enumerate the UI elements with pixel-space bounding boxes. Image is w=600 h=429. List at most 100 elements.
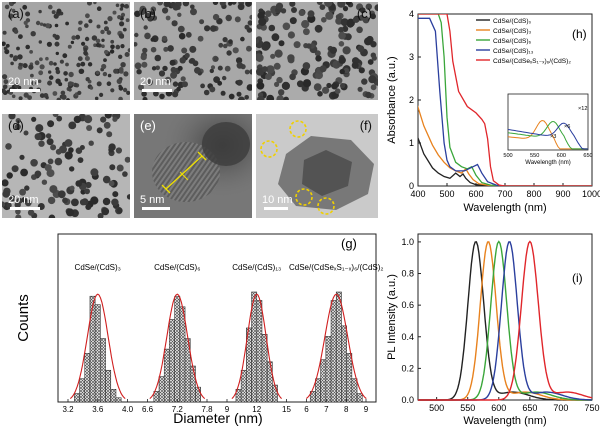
nanoparticle — [2, 41, 6, 47]
nanoparticle — [2, 201, 6, 208]
nanoparticle — [162, 7, 169, 14]
hist-tick-label: 8 — [344, 405, 349, 414]
nanoparticle — [204, 25, 211, 32]
panel-label-e: (e) — [140, 118, 156, 133]
nanoparticle — [2, 30, 7, 35]
nanoparticle — [232, 47, 239, 54]
nanoparticle — [276, 76, 283, 84]
nanoparticle — [197, 35, 204, 42]
pl-xtick-label: 700 — [553, 403, 568, 413]
nanoparticle — [224, 65, 231, 72]
nanoparticle — [184, 52, 190, 59]
pl-xtick-label: 750 — [584, 403, 599, 413]
nanoparticle — [70, 40, 75, 45]
nanoparticle — [266, 94, 275, 100]
hist-bar — [179, 306, 186, 403]
nanoparticle — [287, 54, 295, 62]
nanoparticle — [225, 14, 232, 22]
nanoparticle — [56, 8, 62, 14]
nanoparticle — [303, 28, 310, 36]
nanoparticle — [125, 18, 130, 23]
nanoparticle — [47, 120, 55, 128]
abs-inset-line — [507, 121, 588, 150]
nanoparticle — [108, 143, 116, 151]
nanoparticle — [120, 44, 125, 49]
panel-label-f: (f) — [359, 118, 372, 133]
hist-group-title: CdSe/(CdS)₃ — [75, 263, 121, 272]
nanoparticle — [170, 66, 177, 73]
nanoparticle — [212, 2, 219, 5]
pl-panel-letter: (i) — [572, 271, 583, 285]
nanoparticle — [117, 15, 122, 20]
pl-chart-i: 500 550 600 650 700 750 0.0 0.2 0.4 0.6 0.8 1.0 Wave… — [386, 233, 600, 427]
pl-ylabel: PL Intensity (a.u.) — [386, 274, 398, 360]
nanoparticle — [119, 7, 124, 11]
nanoparticle — [222, 75, 227, 81]
nanoparticle — [109, 164, 116, 171]
nanoparticle — [46, 138, 54, 146]
scale-bar-d — [10, 207, 40, 210]
nanoparticle — [106, 131, 113, 138]
pl-ytick-label: 1.0 — [401, 237, 414, 247]
nanoparticle — [357, 86, 363, 92]
nanoparticle — [56, 115, 63, 122]
nanoparticle — [338, 56, 346, 64]
nanoparticle — [55, 148, 62, 155]
nanoparticle — [64, 77, 69, 82]
nanoparticle — [170, 71, 177, 79]
nanoparticle — [86, 125, 93, 131]
hist-gauss-fit — [305, 293, 367, 400]
nanoparticle — [3, 46, 8, 51]
hist-bar — [110, 389, 117, 403]
abs-panel-letter: (h) — [572, 27, 587, 41]
nanoparticle — [73, 115, 82, 124]
nanoparticle — [85, 13, 90, 19]
nanoparticle — [57, 190, 66, 199]
abs-xtick-label: 700 — [497, 189, 512, 199]
nanoparticle — [124, 156, 130, 163]
nanoparticle — [47, 80, 53, 86]
hist-tick-label: 3.2 — [62, 405, 74, 414]
nanoparticle — [3, 79, 9, 85]
hist-tick-label: 9 — [225, 405, 230, 414]
nanoparticle — [203, 89, 210, 96]
nanoparticle — [20, 168, 28, 177]
abs-xtick-label: 600 — [468, 189, 483, 199]
nanoparticle — [339, 68, 345, 75]
hist-bar — [79, 378, 86, 403]
nanoparticle — [136, 69, 142, 75]
nanoparticle — [317, 91, 323, 97]
tem-particles-d — [2, 114, 130, 218]
nanoparticle — [93, 43, 97, 47]
nanoparticle — [35, 20, 41, 26]
nanoparticle — [145, 12, 151, 19]
nanoparticle — [85, 77, 90, 82]
nanoparticle — [271, 33, 280, 42]
nanoparticle — [51, 10, 56, 15]
nanoparticle — [167, 45, 174, 52]
nanoparticle — [154, 54, 162, 62]
panel-label-b: (b) — [140, 6, 156, 21]
nanoparticle — [356, 26, 363, 34]
nanoparticle — [258, 17, 267, 26]
nanoparticle — [30, 159, 38, 167]
nanoparticle — [212, 13, 220, 21]
hist-bar — [320, 359, 327, 403]
nanoparticle — [4, 4, 10, 10]
nanoparticle — [289, 2, 296, 7]
nanoparticle — [338, 41, 345, 47]
abs-series-line — [418, 14, 592, 186]
nanoparticle — [38, 70, 44, 76]
nanoparticle — [68, 121, 77, 130]
nanoparticle — [68, 88, 72, 92]
nanoparticle — [142, 47, 148, 54]
nanoparticle — [107, 16, 113, 22]
nanoparticle — [338, 27, 344, 33]
nanoparticle — [291, 7, 297, 13]
nanoparticle — [11, 8, 16, 13]
nanoparticle — [112, 10, 117, 15]
nanoparticle — [370, 13, 376, 20]
hist-bar — [315, 378, 321, 403]
nanoparticle — [194, 67, 201, 74]
nanoparticle — [122, 27, 127, 32]
